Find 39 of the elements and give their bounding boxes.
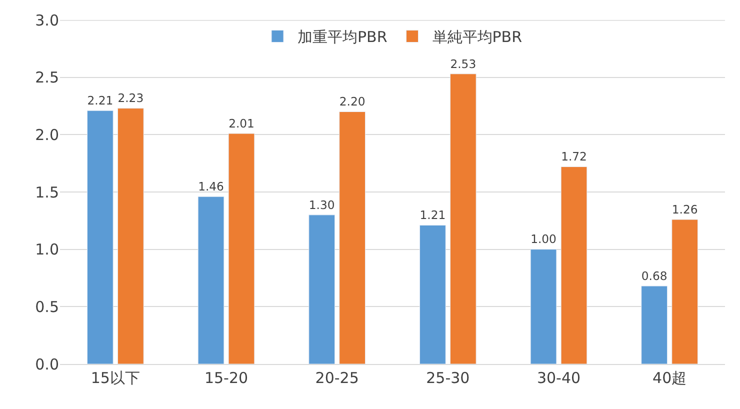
data-label: 1.21 (420, 208, 446, 222)
text: 1.5 (35, 183, 59, 202)
x-tick-label: 15-20 (204, 369, 248, 387)
text: 1.0 (35, 240, 59, 259)
x-tick-label: 20-25 (315, 369, 359, 387)
x-tick-label: 15以下 (90, 369, 140, 387)
x-tick-label: 30-40 (536, 369, 581, 387)
data-label: 1.72 (561, 150, 587, 164)
bar (308, 214, 336, 364)
bar (117, 108, 144, 364)
data-label: 2.20 (339, 94, 366, 109)
x-tick-label: 25-30 (426, 369, 470, 387)
legend-label: 単純平均PBR (432, 28, 522, 46)
data-label: 1.26 (672, 202, 698, 216)
bar (641, 286, 668, 364)
data-label: 1.00 (530, 232, 556, 246)
data-label: 0.68 (641, 268, 668, 283)
text: 3.0 (35, 11, 59, 30)
text: 2.5 (35, 68, 59, 87)
text: 0.0 (35, 355, 59, 374)
text: 0.5 (35, 298, 59, 316)
data-label: 1.46 (198, 179, 224, 194)
bar (228, 133, 255, 364)
data-label: 1.30 (308, 198, 335, 212)
data-label: 2.21 (87, 93, 114, 108)
bar (86, 110, 114, 364)
bar (419, 225, 446, 364)
data-label: 2.53 (450, 56, 476, 71)
data-label: 2.01 (228, 116, 254, 130)
bar (530, 249, 557, 364)
text: 2.0 (35, 126, 59, 144)
bar (198, 196, 224, 364)
data-label: 2.23 (118, 91, 144, 106)
legend-label: 加重平均PBR (298, 28, 388, 46)
bar (450, 74, 476, 364)
bar (339, 111, 366, 364)
x-tick-label: 40超 (652, 369, 687, 387)
bar (560, 166, 588, 364)
bar (672, 219, 698, 364)
